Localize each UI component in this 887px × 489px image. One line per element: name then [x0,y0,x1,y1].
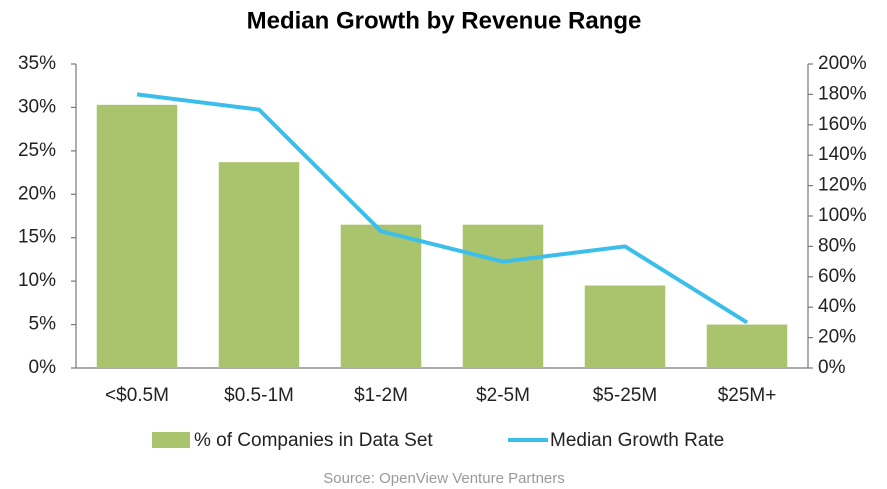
y-tick-label: 5% [29,314,57,335]
bar [584,285,666,368]
source-note: Source: OpenView Venture Partners [323,470,565,487]
bar [340,224,422,368]
y-tick-label: 20% [18,183,56,204]
y2-tick-label: 60% [818,266,856,287]
y2-tick-label: 80% [818,235,856,256]
bar [706,324,788,368]
chart-title: Median Growth by Revenue Range [247,7,642,34]
y2-tick-label: 160% [818,114,867,135]
legend-label: Median Growth Rate [550,430,724,451]
bar [218,162,300,368]
legend-label: % of Companies in Data Set [194,430,433,451]
y-tick-label: 30% [18,96,56,117]
y2-tick-label: 40% [818,296,856,317]
y-tick-label: 15% [18,227,56,248]
y2-tick-label: 100% [818,205,867,226]
x-tick-label: $1-2M [354,385,408,406]
y2-tick-label: 140% [818,144,867,165]
y2-tick-label: 120% [818,175,867,196]
y-tick-label: 25% [18,140,56,161]
y-tick-label: 35% [18,53,56,74]
line [136,92,749,325]
x-tick-label: $25M+ [718,385,777,406]
y-tick-label: 0% [29,357,57,378]
y2-tick-label: 180% [818,83,867,104]
y2-tick-label: 20% [818,327,856,348]
legend-swatch [152,432,190,448]
x-tick-label: $0.5-1M [224,385,294,406]
y2-tick-label: 0% [818,357,846,378]
y2-tick-label: 200% [818,53,867,74]
x-tick-label: <$0.5M [105,385,169,406]
x-tick-label: $2-5M [476,385,530,406]
bar [96,104,178,368]
bar [462,224,544,368]
x-tick-label: $5-25M [593,385,657,406]
y-tick-label: 10% [18,270,56,291]
